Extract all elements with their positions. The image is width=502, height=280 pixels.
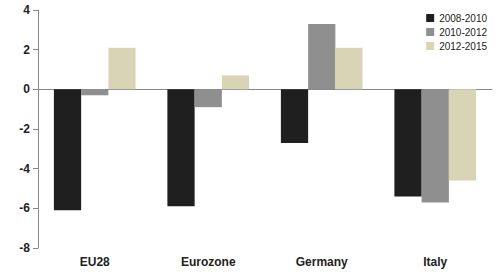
svg-text:EU28: EU28: [80, 255, 110, 269]
svg-text:-8: -8: [19, 241, 30, 255]
svg-text:2: 2: [23, 43, 30, 57]
svg-text:Italy: Italy: [423, 255, 447, 269]
svg-text:Germany: Germany: [296, 255, 348, 269]
svg-text:4: 4: [23, 3, 30, 17]
svg-text:0: 0: [23, 82, 30, 96]
svg-text:-4: -4: [19, 162, 30, 176]
svg-text:2010-2012: 2010-2012: [439, 27, 487, 38]
svg-text:Eurozone: Eurozone: [181, 255, 236, 269]
svg-text:-6: -6: [19, 201, 30, 215]
svg-text:2012-2015: 2012-2015: [439, 41, 487, 52]
svg-text:-2: -2: [19, 122, 30, 136]
svg-text:2008-2010: 2008-2010: [439, 13, 487, 24]
